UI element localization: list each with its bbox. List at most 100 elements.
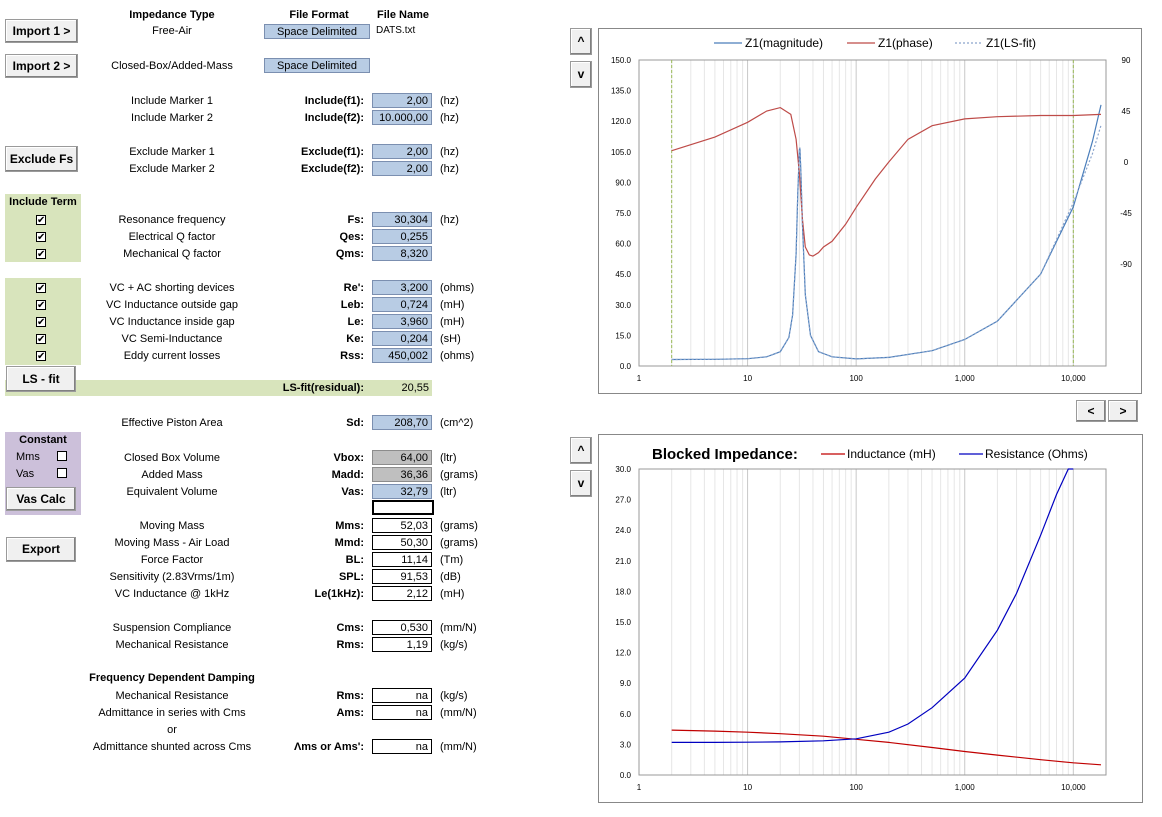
import-2-type: Closed-Box/Added-Mass xyxy=(111,60,233,72)
import-1-button[interactable]: Import 1 > xyxy=(5,19,78,43)
piston-key: Sd: xyxy=(346,417,364,429)
param-rss-value[interactable]: 450,002 xyxy=(372,348,432,363)
param-qes-checkbox[interactable]: ✔ xyxy=(36,232,46,243)
include-marker-1-value[interactable]: 2,00 xyxy=(372,93,432,108)
param-re-value[interactable]: 3,200 xyxy=(372,280,432,295)
box-vbox-value[interactable]: 64,00 xyxy=(372,450,432,465)
param-ke-checkbox[interactable]: ✔ xyxy=(36,334,46,345)
include-marker-2-unit: (hz) xyxy=(440,112,459,124)
param-re-unit: (ohms) xyxy=(440,282,475,294)
param-le-unit: (mH) xyxy=(440,316,465,328)
param-rss-key: Rss: xyxy=(340,350,364,362)
param-qms-checkbox[interactable]: ✔ xyxy=(36,249,46,260)
compliance-rms-label: Mechanical Resistance xyxy=(115,639,229,651)
result-spl-key: SPL: xyxy=(338,571,364,583)
exclude-fs-button[interactable]: Exclude Fs xyxy=(5,146,78,172)
param-leb-checkbox[interactable]: ✔ xyxy=(36,300,46,311)
y-tick-label: 12.0 xyxy=(615,649,631,658)
legend-label: Z1(magnitude) xyxy=(745,36,823,50)
compliance-cms-value[interactable]: 0,530 xyxy=(372,620,432,635)
import-2-button[interactable]: Import 2 > xyxy=(5,54,78,78)
ls-fit-button[interactable]: LS - fit xyxy=(6,366,76,392)
y2-tick-label: 90 xyxy=(1122,56,1131,65)
y-tick-label: 18.0 xyxy=(615,587,631,596)
scroll-up-button-top[interactable]: ^ xyxy=(570,28,592,55)
box-madd-key: Madd: xyxy=(331,469,364,481)
damping-ams-value[interactable]: na xyxy=(372,705,432,720)
lsfit-residual-key: LS-fit(residual): xyxy=(282,382,364,394)
damping-rms-value[interactable]: na xyxy=(372,688,432,703)
box-madd-unit: (grams) xyxy=(440,469,478,481)
constant-mms-label: Mms xyxy=(16,451,40,463)
param-le-label: VC Inductance inside gap xyxy=(109,316,235,328)
param-ke-value[interactable]: 0,204 xyxy=(372,331,432,346)
x-tick-label: 1,000 xyxy=(955,374,976,383)
import-1-format[interactable]: Space Delimited xyxy=(264,24,370,39)
damping-ams-shunt-label: Admittance shunted across Cms xyxy=(92,741,252,753)
blocked-impedance-chart-svg: 1 10 100 1,000 10,000 0.0 3.0 6.0 9.0 12.0 15.0 18.… xyxy=(615,446,1107,792)
exclude-marker-2-value[interactable]: 2,00 xyxy=(372,161,432,176)
box-vbox-label: Closed Box Volume xyxy=(124,452,220,464)
result-mmd-value[interactable]: 50,30 xyxy=(372,535,432,550)
result-mms-value[interactable]: 52,03 xyxy=(372,518,432,533)
damping-ams-shunt-value[interactable]: na xyxy=(372,739,432,754)
constant-mms-checkbox[interactable] xyxy=(57,451,67,461)
import-2-format[interactable]: Space Delimited xyxy=(264,58,370,73)
param-re-key: Re': xyxy=(343,282,364,294)
selected-cell[interactable] xyxy=(372,500,434,515)
header-file-name: File Name xyxy=(377,9,429,21)
result-bl-label: Force Factor xyxy=(140,554,204,566)
compliance-rms-value[interactable]: 1,19 xyxy=(372,637,432,652)
box-vas-key: Vas: xyxy=(341,486,364,498)
y-tick-label: 15.0 xyxy=(615,331,631,340)
result-bl-value[interactable]: 11,14 xyxy=(372,552,432,567)
box-madd-value[interactable]: 36,36 xyxy=(372,467,432,482)
param-qes-value[interactable]: 0,255 xyxy=(372,229,432,244)
y-tick-label: 27.0 xyxy=(615,496,631,505)
result-spl-label: Sensitivity (2.83Vrms/1m) xyxy=(109,571,235,583)
exclude-marker-1-value[interactable]: 2,00 xyxy=(372,144,432,159)
param-leb-value[interactable]: 0,724 xyxy=(372,297,432,312)
param-qms-value[interactable]: 8,320 xyxy=(372,246,432,261)
include-marker-2-key: Include(f2): xyxy=(304,112,364,124)
scroll-up-button-bottom[interactable]: ^ xyxy=(570,437,592,464)
param-re-checkbox[interactable]: ✔ xyxy=(36,283,46,294)
param-re-label: VC + AC shorting devices xyxy=(109,282,235,294)
series-line-1 xyxy=(671,104,1102,361)
param-le-value[interactable]: 3,960 xyxy=(372,314,432,329)
exclude-marker-1-unit: (hz) xyxy=(440,146,459,158)
x-tick-label: 10,000 xyxy=(1061,374,1086,383)
exclude-marker-2-unit: (hz) xyxy=(440,163,459,175)
result-spl-value[interactable]: 91,53 xyxy=(372,569,432,584)
vas-calc-button[interactable]: Vas Calc xyxy=(6,487,76,511)
param-fs-key: Fs: xyxy=(347,214,365,226)
param-le-checkbox[interactable]: ✔ xyxy=(36,317,46,328)
param-fs-value[interactable]: 30,304 xyxy=(372,212,432,227)
damping-ams-label: Admittance in series with Cms xyxy=(98,707,246,719)
scroll-down-button-top[interactable]: v xyxy=(570,61,592,88)
legend-label: Z1(LS-fit) xyxy=(986,36,1036,50)
exclude-marker-2-label: Exclude Marker 2 xyxy=(129,163,215,175)
x-tick-label: 100 xyxy=(849,374,863,383)
constant-vas-checkbox[interactable] xyxy=(57,468,67,478)
param-fs-checkbox[interactable]: ✔ xyxy=(36,215,46,226)
series-line-3 xyxy=(671,125,1102,361)
next-button[interactable]: > xyxy=(1108,400,1138,422)
export-button[interactable]: Export xyxy=(6,537,76,562)
piston-value[interactable]: 208,70 xyxy=(372,415,432,430)
result-bl-unit: (Tm) xyxy=(440,554,464,566)
box-vas-value[interactable]: 32,79 xyxy=(372,484,432,499)
damping-ams-shunt-unit: (mm/N) xyxy=(440,741,477,753)
include-marker-2-value[interactable]: 10.000,00 xyxy=(372,110,432,125)
param-rss-unit: (ohms) xyxy=(440,350,475,362)
param-qes-key: Qes: xyxy=(339,231,364,243)
prev-button[interactable]: < xyxy=(1076,400,1106,422)
result-le1k-value[interactable]: 2,12 xyxy=(372,586,432,601)
result-mms-key: Mms: xyxy=(335,520,364,532)
legend-label: Resistance (Ohms) xyxy=(985,447,1088,461)
param-rss-checkbox[interactable]: ✔ xyxy=(36,351,46,362)
blocked-impedance-chart: 1 10 100 1,000 10,000 0.0 3.0 6.0 9.0 12.0 15.0 18.… xyxy=(598,434,1143,803)
scroll-down-button-bottom[interactable]: v xyxy=(570,470,592,497)
x-tick-label: 10 xyxy=(743,374,752,383)
result-spl-unit: (dB) xyxy=(440,571,461,583)
